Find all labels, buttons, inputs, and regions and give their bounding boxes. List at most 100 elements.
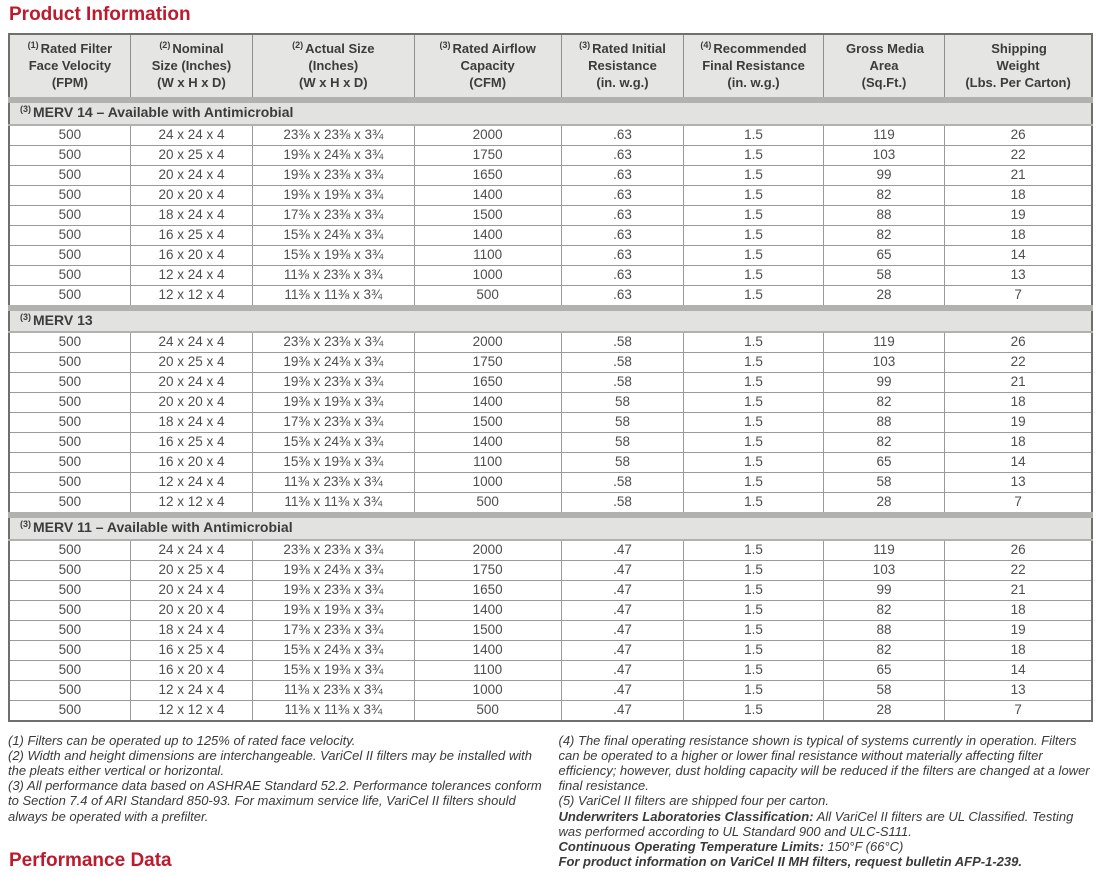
cell: 1.5 xyxy=(683,432,824,454)
cell: 28 xyxy=(822,492,946,516)
cell: 1400 xyxy=(413,599,562,621)
cell: 11⅜ x 11⅜ x 3¾ xyxy=(252,284,415,309)
cell: 500 xyxy=(8,224,131,246)
product-information-table: (1) Rated Filter Face Velocity (FPM) (2) N… xyxy=(8,32,1093,722)
cell: 65 xyxy=(822,659,946,681)
cell: .47 xyxy=(560,599,685,621)
cell: .58 xyxy=(560,352,685,374)
cell: 1.5 xyxy=(683,699,824,722)
cell: 18 xyxy=(944,599,1093,621)
cell: 88 xyxy=(822,204,946,226)
footnotes-left-column: (1) Filters can be operated up to 125% o… xyxy=(8,733,543,876)
table-row: 500 16 x 25 x 4 15⅜ x 24⅜ x 3¾ 1400.47 1.5 82… xyxy=(8,639,1093,661)
cell: 1.5 xyxy=(683,639,824,661)
footnote-3: (3) All performance data based on ASHRAE… xyxy=(8,778,542,824)
table-row: 500 16 x 20 x 4 15⅜ x 19⅜ x 3¾ 1100.47 1.5 65… xyxy=(8,659,1093,681)
table-row: 500 12 x 24 x 4 11⅜ x 23⅜ x 3¾ 1000.47 1.5 58… xyxy=(8,679,1093,701)
table-row: 500 12 x 12 x 4 11⅜ x 11⅜ x 3¾ 500.47 1.5 28 7 xyxy=(8,699,1093,722)
cell: 1100 xyxy=(413,244,562,266)
footnote-ref: (3) xyxy=(20,104,31,115)
cell: .63 xyxy=(560,184,685,206)
cell: 7 xyxy=(944,284,1093,309)
table-row: 500 20 x 25 x 4 19⅜ x 24⅜ x 3¾ 1750.63 1.5 10… xyxy=(8,144,1093,166)
cell: 500 xyxy=(8,599,131,621)
cell: 20 x 25 x 4 xyxy=(129,352,254,374)
cell: 500 xyxy=(8,144,131,166)
table-row: 500 12 x 12 x 4 11⅜ x 11⅜ x 3¾ 500.58 1.5 28 7 xyxy=(8,492,1093,516)
section-band-row: (3) MERV 14 – Available with Antimicrobia… xyxy=(8,97,1093,126)
cell: 500 xyxy=(413,492,562,516)
cell: 1.5 xyxy=(683,224,824,246)
table-row: 500 12 x 24 x 4 11⅜ x 23⅜ x 3¾ 1000.63 1.5 58… xyxy=(8,264,1093,286)
page-title: Product Information xyxy=(9,4,191,25)
cell: 1.5 xyxy=(683,599,824,621)
cell: 99 xyxy=(822,164,946,186)
cell: 103 xyxy=(822,559,946,581)
cell: 58 xyxy=(822,472,946,494)
cell: 82 xyxy=(822,599,946,621)
cell: 14 xyxy=(944,244,1093,266)
footnote-ul-classification: Underwriters Laboratories Classification… xyxy=(559,809,1094,839)
cell: 15⅜ x 24⅜ x 3¾ xyxy=(252,224,415,246)
table-row: 500 20 x 24 x 4 19⅜ x 23⅜ x 3¾ 1650.63 1.5 99… xyxy=(8,164,1093,186)
table-row: 500 20 x 20 x 4 19⅜ x 19⅜ x 3¾ 1400.47 1.5 82… xyxy=(8,599,1093,621)
footnote-bulletin: For product information on VariCel II MH… xyxy=(559,854,1094,869)
section-title: MERV 14 – Available with Antimicrobial xyxy=(33,104,294,121)
cell: 58 xyxy=(560,392,685,414)
col-header-initial-resistance: (3) Rated Initial Resistance (in. w.g.) xyxy=(560,33,685,101)
cell: 1750 xyxy=(413,352,562,374)
header-row: (1) Rated Filter Face Velocity (FPM) (2) N… xyxy=(8,33,1093,101)
cell: 500 xyxy=(8,331,131,354)
cell: 20 x 24 x 4 xyxy=(129,372,254,394)
cell: 18 xyxy=(944,392,1093,414)
table-row: 500 12 x 12 x 4 11⅜ x 11⅜ x 3¾ 500.63 1.5 28 7 xyxy=(8,284,1093,309)
table-row: 500 18 x 24 x 4 17⅜ x 23⅜ x 3¾ 1500.63 1.5 88… xyxy=(8,204,1093,226)
col-header-label: Rated Airflow Capacity (CFM) xyxy=(452,40,536,91)
section-title: MERV 13 xyxy=(33,311,93,328)
cell: 11⅜ x 11⅜ x 3¾ xyxy=(252,699,415,722)
cell: 23⅜ x 23⅜ x 3¾ xyxy=(252,331,415,354)
cell: 12 x 12 x 4 xyxy=(129,492,254,516)
cell: 500 xyxy=(8,412,131,434)
cell: 18 x 24 x 4 xyxy=(129,204,254,226)
footnote-ref: (3) xyxy=(20,519,31,530)
cell: 500 xyxy=(413,699,562,722)
col-header-label: Rated Filter Face Velocity (FPM) xyxy=(28,40,113,91)
cell: 19 xyxy=(944,412,1093,434)
cell: 119 xyxy=(822,539,946,561)
cell: 16 x 20 x 4 xyxy=(129,659,254,681)
cell: 1.5 xyxy=(683,412,824,434)
footnote-5: (5) VariCel II filters are shipped four … xyxy=(559,793,1094,808)
cell: 13 xyxy=(944,679,1093,701)
col-header-label: Rated Initial Resistance (in. w.g.) xyxy=(588,40,666,91)
col-header-label: Nominal Size (Inches) (W x H x D) xyxy=(151,40,232,91)
table-row: 500 16 x 25 x 4 15⅜ x 24⅜ x 3¾ 1400 58 1.5 82 1… xyxy=(8,432,1093,454)
cell: 500 xyxy=(8,184,131,206)
cell: 18 x 24 x 4 xyxy=(129,412,254,434)
cell: 14 xyxy=(944,659,1093,681)
cell: 500 xyxy=(8,204,131,226)
footnote-text: (4) The final operating resistance shown… xyxy=(558,732,1090,794)
section-header: (3) MERV 14 – Available with Antimicrobia… xyxy=(8,97,1093,126)
cell: 1.5 xyxy=(683,331,824,354)
cell: .47 xyxy=(560,679,685,701)
footnote-lead: Underwriters Laboratories Classification… xyxy=(558,808,814,824)
footnote-lead: For product information on VariCel II MH… xyxy=(558,854,1022,870)
cell: 18 xyxy=(944,224,1093,246)
cell: 21 xyxy=(944,372,1093,394)
cell: 500 xyxy=(8,352,131,374)
cell: 500 xyxy=(8,372,131,394)
cell: 12 x 12 x 4 xyxy=(129,284,254,309)
cell: 20 x 25 x 4 xyxy=(129,559,254,581)
cell: 500 xyxy=(8,639,131,661)
cell: 2000 xyxy=(413,124,562,146)
cell: 16 x 20 x 4 xyxy=(129,452,254,474)
cell: 16 x 20 x 4 xyxy=(129,244,254,266)
footnotes: (1) Filters can be operated up to 125% o… xyxy=(8,733,1093,876)
cell: 500 xyxy=(8,539,131,561)
footnote-temperature-limits: Continuous Operating Temperature Limits:… xyxy=(559,839,1094,854)
footnote-4: (4) The final operating resistance shown… xyxy=(559,733,1094,794)
col-header-label: Actual Size (Inches) (W x H x D) xyxy=(299,40,375,91)
col-header-label: Gross Media Area (Sq.Ft.) xyxy=(846,40,925,91)
footnote-ref: (3) xyxy=(439,39,451,50)
